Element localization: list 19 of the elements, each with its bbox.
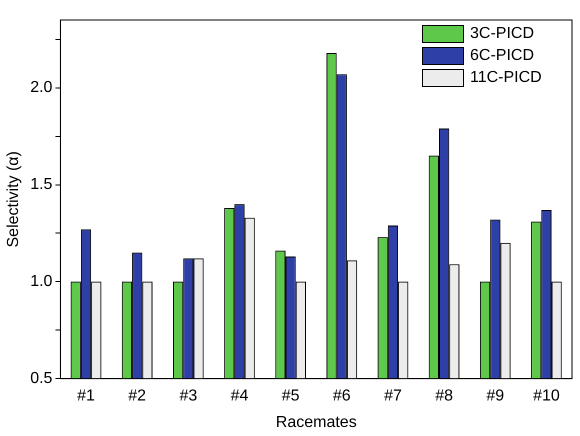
y-axis-title: Selectivity (α) bbox=[5, 151, 22, 248]
x-tick-label: #5 bbox=[282, 388, 300, 405]
x-tick-label: #2 bbox=[128, 388, 146, 405]
x-tick-label: #3 bbox=[179, 388, 198, 405]
x-tick-label: #6 bbox=[332, 388, 351, 405]
x-axis-title: Racemates bbox=[276, 414, 357, 431]
y-tick-label: 0.5 bbox=[30, 370, 53, 388]
x-tick-label: #8 bbox=[435, 388, 454, 405]
legend-label: 11C-PICD bbox=[470, 68, 542, 88]
x-tick-label: #9 bbox=[486, 388, 504, 405]
legend-label: 6C-PICD bbox=[470, 46, 534, 66]
y-tick-label: 1.5 bbox=[30, 176, 53, 194]
y-tick-label: 1.0 bbox=[30, 273, 53, 290]
x-tick-label: #4 bbox=[230, 388, 248, 405]
x-tick-label: #7 bbox=[384, 388, 402, 405]
y-tick-label: 2.0 bbox=[30, 79, 53, 96]
x-tick-label: #1 bbox=[77, 388, 96, 405]
legend-label: 3C-PICD bbox=[470, 24, 534, 44]
x-tick-label: #10 bbox=[533, 388, 560, 405]
